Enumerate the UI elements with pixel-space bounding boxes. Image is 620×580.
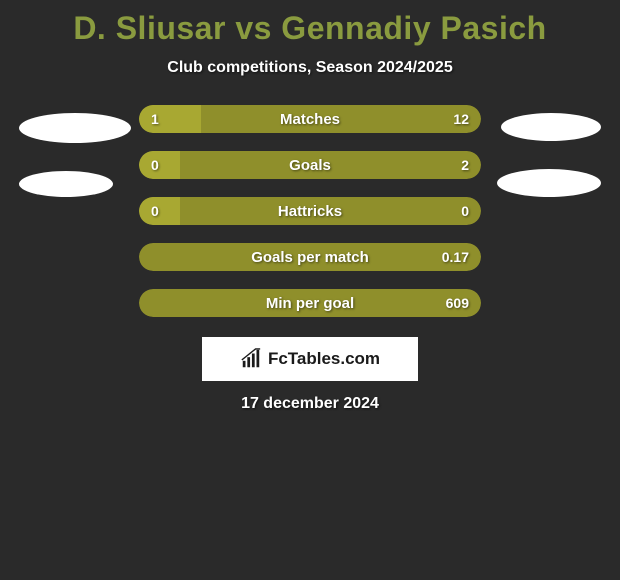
stat-bars: 1Matches120Goals20Hattricks0Goals per ma… <box>139 105 481 317</box>
stat-label: Matches <box>139 111 481 128</box>
logo-text: FcTables.com <box>268 349 380 369</box>
stat-row: Min per goal609 <box>139 289 481 317</box>
page-title: D. Sliusar vs Gennadiy Pasich <box>73 10 546 47</box>
stat-row: 0Goals2 <box>139 151 481 179</box>
stat-row: 0Hattricks0 <box>139 197 481 225</box>
stat-label: Min per goal <box>139 295 481 312</box>
left-player-marks <box>14 105 129 197</box>
stat-row: Goals per match0.17 <box>139 243 481 271</box>
stat-right-value: 0.17 <box>442 249 469 265</box>
stat-right-value: 0 <box>461 203 469 219</box>
chart-area: 1Matches120Goals20Hattricks0Goals per ma… <box>0 105 620 317</box>
date-label: 17 december 2024 <box>241 395 379 413</box>
player-mark-icon <box>19 113 131 143</box>
player-mark-icon <box>19 171 113 197</box>
stat-right-value: 12 <box>453 111 469 127</box>
player-mark-icon <box>501 113 601 141</box>
player-mark-icon <box>497 169 601 197</box>
stat-row: 1Matches12 <box>139 105 481 133</box>
stat-right-value: 609 <box>446 295 469 311</box>
comparison-container: D. Sliusar vs Gennadiy Pasich Club compe… <box>0 0 620 413</box>
bar-chart-icon <box>240 348 262 370</box>
page-subtitle: Club competitions, Season 2024/2025 <box>167 59 452 77</box>
stat-label: Hattricks <box>139 203 481 220</box>
stat-label: Goals per match <box>139 249 481 266</box>
stat-right-value: 2 <box>461 157 469 173</box>
right-player-marks <box>491 105 606 197</box>
stat-label: Goals <box>139 157 481 174</box>
source-logo[interactable]: FcTables.com <box>202 337 418 381</box>
